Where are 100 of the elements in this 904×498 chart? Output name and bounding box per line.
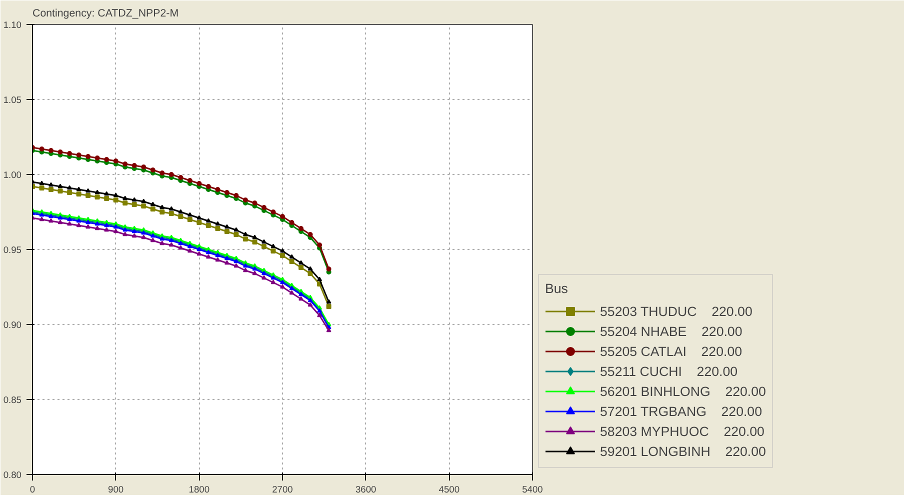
x-tick-label: 1800 xyxy=(188,484,210,494)
point xyxy=(39,146,44,152)
point xyxy=(104,196,110,201)
point xyxy=(289,290,294,295)
point xyxy=(160,240,165,246)
point xyxy=(141,234,146,240)
legend-label: 56201 BINHLONG 220.00 xyxy=(600,384,766,398)
point xyxy=(289,254,294,259)
chart-title: Contingency: CATDZ_NPP2-M xyxy=(32,8,179,20)
point xyxy=(113,158,118,164)
point xyxy=(289,259,294,264)
x-tick-label: 900 xyxy=(108,484,124,494)
point xyxy=(261,275,266,280)
point xyxy=(48,187,54,192)
point xyxy=(234,263,239,268)
point xyxy=(206,254,211,259)
point xyxy=(317,276,322,282)
point xyxy=(150,238,156,242)
point xyxy=(261,244,266,249)
point xyxy=(308,266,313,271)
point xyxy=(242,232,248,236)
legend-label: 55205 CATLAI 220.00 xyxy=(600,344,742,358)
point xyxy=(326,328,332,332)
point xyxy=(196,220,202,225)
x-tick-label: 5400 xyxy=(522,484,543,494)
point xyxy=(104,227,110,232)
point xyxy=(76,186,82,192)
point xyxy=(104,157,110,162)
point xyxy=(252,240,258,244)
point xyxy=(206,184,211,189)
point xyxy=(224,224,230,229)
legend-label: 55203 THUDUC 220.00 xyxy=(600,304,752,318)
point xyxy=(39,216,44,222)
point xyxy=(252,234,258,240)
point xyxy=(215,221,220,226)
point xyxy=(132,163,137,168)
point xyxy=(122,162,128,166)
point xyxy=(234,193,239,198)
point xyxy=(224,229,230,234)
point xyxy=(326,299,332,304)
point xyxy=(86,154,91,159)
point xyxy=(252,200,258,206)
point xyxy=(280,214,285,219)
point xyxy=(196,181,202,186)
point xyxy=(187,212,192,217)
point xyxy=(224,260,230,265)
point xyxy=(58,150,63,154)
legend-label: 55204 NHABE 220.00 xyxy=(600,324,742,338)
point xyxy=(58,184,63,188)
point xyxy=(141,198,146,204)
point xyxy=(150,206,156,212)
point xyxy=(168,206,174,211)
point xyxy=(206,223,211,228)
x-tick-label: 2700 xyxy=(272,484,293,494)
point xyxy=(252,270,258,276)
point xyxy=(58,188,63,194)
point xyxy=(187,217,192,222)
point xyxy=(317,312,322,318)
point xyxy=(178,214,184,219)
x-tick-label: 4500 xyxy=(438,484,460,494)
point xyxy=(86,188,91,193)
point xyxy=(86,224,91,229)
point xyxy=(178,209,184,214)
point xyxy=(160,210,165,214)
point xyxy=(132,202,137,207)
point xyxy=(178,175,184,180)
y-tick-label: 0.90 xyxy=(3,320,22,330)
point xyxy=(150,168,156,172)
y-tick-label: 1.05 xyxy=(3,95,22,105)
point xyxy=(196,251,202,256)
point xyxy=(270,280,276,284)
point xyxy=(132,197,137,202)
point xyxy=(187,178,192,183)
point xyxy=(289,220,294,225)
point xyxy=(280,284,285,289)
point xyxy=(298,296,304,301)
point xyxy=(308,271,313,276)
point xyxy=(326,266,332,272)
point xyxy=(168,242,174,247)
point xyxy=(113,192,118,198)
point xyxy=(48,182,54,187)
point xyxy=(280,253,285,258)
point xyxy=(67,190,72,195)
x-tick-label: 0 xyxy=(30,484,36,494)
point xyxy=(308,232,313,237)
point xyxy=(234,227,239,232)
y-tick-label: 0.95 xyxy=(3,245,22,255)
point xyxy=(58,220,63,224)
point xyxy=(86,193,91,198)
point xyxy=(132,233,137,238)
y-tick-label: 1.10 xyxy=(3,20,22,30)
point xyxy=(196,215,202,220)
point xyxy=(215,257,220,262)
point xyxy=(215,187,220,192)
point xyxy=(270,210,276,214)
point xyxy=(94,190,100,194)
point xyxy=(242,236,248,242)
point xyxy=(242,268,248,272)
point xyxy=(48,148,54,153)
point xyxy=(39,186,44,190)
